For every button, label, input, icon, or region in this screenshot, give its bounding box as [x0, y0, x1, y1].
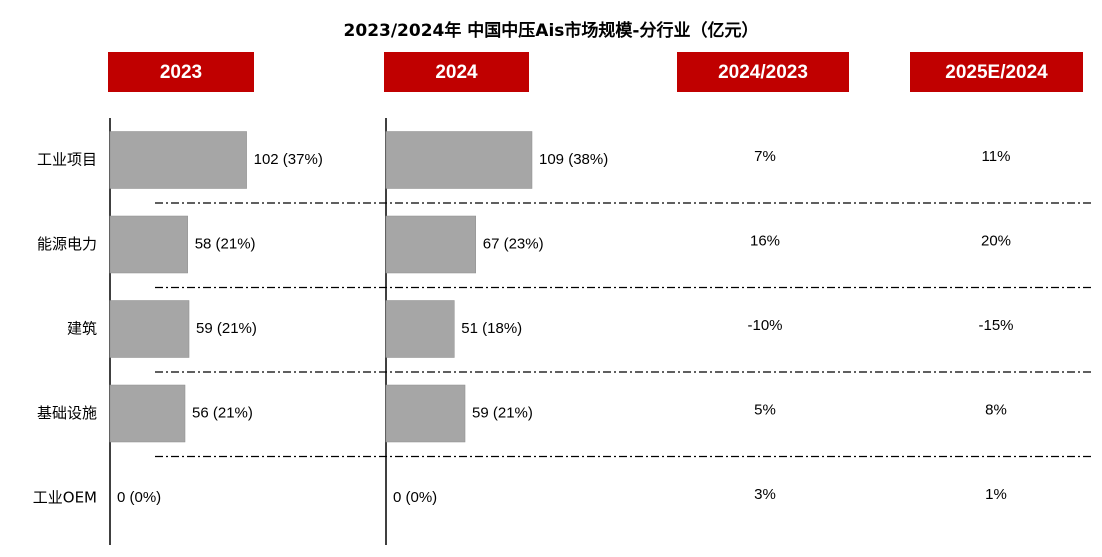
bar	[109, 215, 188, 274]
chart-title: 2023/2024年 中国中压Ais市场规模-分行业（亿元）	[344, 20, 759, 41]
category-label: 基础设施	[37, 404, 97, 422]
growth-value: 20%	[981, 232, 1011, 249]
bar	[385, 384, 466, 443]
bar	[385, 215, 476, 274]
growth-value: 1%	[985, 486, 1007, 503]
growth-value: 8%	[985, 401, 1007, 418]
bar	[109, 131, 247, 189]
data-label: 0 (0%)	[117, 489, 161, 506]
data-label: 67 (23%)	[483, 235, 544, 252]
header-box	[108, 52, 254, 92]
bar	[109, 384, 186, 443]
data-label: 59 (21%)	[196, 320, 257, 337]
data-label: 109 (38%)	[539, 151, 608, 168]
category-label: 工业OEM	[33, 489, 97, 507]
growth-value: -10%	[747, 317, 782, 334]
growth-value: 16%	[750, 232, 780, 249]
legend-label: 2024	[435, 62, 478, 83]
header-box	[910, 52, 1083, 92]
data-label: 59 (21%)	[472, 404, 533, 421]
growth-value: 11%	[982, 148, 1011, 165]
growth-value: 3%	[754, 486, 776, 503]
growth-value: 5%	[754, 401, 776, 418]
category-label: 建筑	[67, 320, 97, 338]
header-box	[677, 52, 849, 92]
growth-value: -15%	[978, 317, 1013, 334]
category-label: 工业项目	[37, 151, 97, 169]
category-label: 能源电力	[37, 235, 97, 253]
bar	[109, 300, 190, 358]
data-label: 56 (21%)	[192, 404, 253, 421]
data-label: 51 (18%)	[461, 320, 522, 337]
bar	[385, 131, 533, 189]
legend-label: 2023	[160, 62, 202, 83]
bar	[385, 300, 455, 358]
data-label: 0 (0%)	[393, 489, 437, 506]
data-label: 102 (37%)	[254, 151, 323, 168]
column-header: 2024/2023	[718, 62, 808, 83]
growth-value: 7%	[754, 148, 776, 165]
data-label: 58 (21%)	[195, 235, 256, 252]
column-header: 2025E/2024	[945, 62, 1048, 83]
header-box	[384, 52, 529, 92]
